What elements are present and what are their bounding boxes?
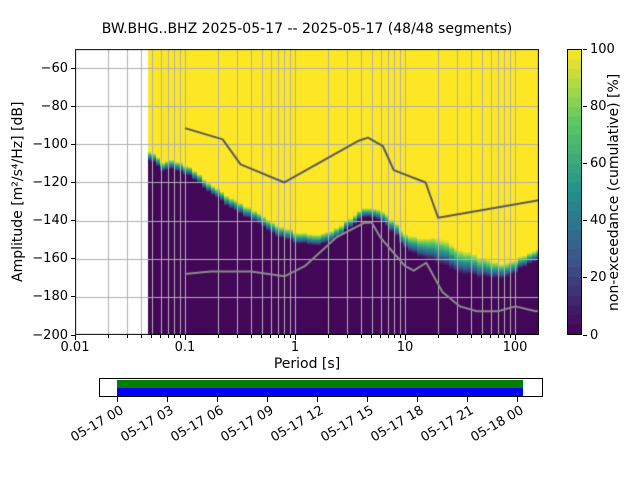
x-tick: [270, 335, 272, 338]
y-tick: [71, 143, 75, 145]
colorbar-tick: [583, 220, 587, 222]
x-tick: [179, 335, 181, 338]
x-tick: [371, 335, 373, 338]
x-tick: [173, 335, 175, 338]
colorbar-tick: [583, 105, 587, 107]
timeline-tick: [367, 397, 368, 402]
x-tick-label: 0.1: [174, 340, 196, 355]
x-tick: [387, 335, 389, 338]
x-tick: [107, 335, 109, 338]
colorbar-tick: [583, 162, 587, 164]
x-tick-label: 10: [396, 340, 414, 355]
colorbar-tick-label: 20: [590, 270, 607, 286]
x-tick: [393, 335, 395, 338]
x-axis-label: Period [s]: [273, 356, 341, 372]
y-tick-label: −180: [32, 289, 68, 305]
x-tick: [289, 335, 291, 338]
timeline-tick-label: 05-17 09: [217, 403, 276, 446]
x-tick: [509, 335, 511, 338]
timeline-tick-label: 05-17 06: [167, 403, 226, 446]
timeline-tick-label: 05-17 15: [317, 403, 376, 446]
timeline-tick: [467, 397, 468, 402]
colorbar: [567, 49, 582, 335]
x-tick: [217, 335, 219, 338]
timeline-tick: [167, 397, 168, 402]
colorbar-tick-label: 60: [590, 155, 607, 171]
timeline-tick-label: 05-18 00: [467, 403, 526, 446]
x-tick: [514, 335, 516, 340]
y-tick-label: −100: [32, 136, 68, 152]
colorbar-tick: [583, 334, 587, 336]
x-tick: [490, 335, 492, 338]
timeline-tick: [267, 397, 268, 402]
x-tick: [470, 335, 472, 338]
x-tick: [347, 335, 348, 338]
y-tick-label: −60: [40, 60, 68, 76]
x-tick: [167, 335, 169, 338]
ppsd-heatmap-canvas: [75, 49, 539, 335]
x-tick: [360, 335, 362, 338]
x-tick: [399, 335, 401, 338]
timeline-tick-label: 05-17 18: [367, 403, 426, 446]
x-tick: [74, 335, 76, 340]
x-tick: [380, 335, 382, 338]
timeline-tick-label: 05-17 00: [67, 403, 126, 446]
y-tick: [71, 182, 75, 183]
timeline-tick: [517, 397, 518, 402]
x-tick: [327, 335, 329, 338]
x-tick: [481, 335, 483, 338]
y-tick-label: −80: [40, 98, 68, 114]
colorbar-tick-label: 0: [590, 327, 599, 343]
x-tick-label: 1: [290, 340, 300, 355]
x-tick: [503, 335, 505, 338]
x-tick: [151, 335, 153, 338]
y-tick: [71, 220, 75, 222]
timeline-tick-label: 05-17 03: [117, 403, 176, 446]
colorbar-tick: [583, 277, 587, 279]
x-tick: [140, 335, 142, 338]
plot-title: BW.BHG..BHZ 2025-05-17 -- 2025-05-17 (48…: [101, 21, 513, 37]
colorbar-tick-label: 100: [590, 41, 615, 57]
x-tick: [497, 335, 499, 338]
x-tick-label: 100: [502, 340, 528, 355]
timeline-tick: [417, 397, 418, 402]
colorbar-label: non-exceedance (cumulative) [%]: [606, 73, 622, 311]
y-tick-label: −160: [32, 251, 68, 267]
x-tick: [437, 335, 439, 338]
x-tick: [457, 335, 458, 338]
y-tick-label: −200: [32, 327, 68, 343]
x-tick: [184, 335, 186, 340]
y-tick-label: −120: [32, 175, 68, 190]
colorbar-tick-label: 40: [590, 213, 607, 229]
x-tick: [294, 335, 296, 340]
x-tick: [237, 335, 238, 338]
timeline-tick-label: 05-17 21: [417, 403, 476, 446]
x-tick: [250, 335, 252, 338]
x-tick: [127, 335, 128, 338]
y-tick-label: −140: [32, 213, 68, 229]
timeline-coverage-bar: [117, 380, 523, 388]
x-tick: [404, 335, 406, 340]
timeline-extent-bar: [117, 388, 523, 396]
timeline-tick: [317, 397, 318, 402]
x-tick: [277, 335, 279, 338]
x-tick: [283, 335, 285, 338]
x-tick: [261, 335, 263, 338]
x-tick: [160, 335, 162, 338]
timeline-tick: [217, 397, 218, 402]
x-tick-label: 0.01: [60, 340, 90, 355]
y-tick: [71, 105, 75, 107]
colorbar-tick-label: 80: [590, 98, 607, 114]
y-tick: [71, 67, 75, 69]
timeline-tick: [117, 397, 118, 402]
colorbar-tick: [583, 48, 587, 50]
timeline-tick-label: 05-17 12: [267, 403, 326, 446]
y-tick: [71, 258, 75, 260]
y-tick: [71, 296, 75, 298]
y-tick: [71, 334, 75, 336]
